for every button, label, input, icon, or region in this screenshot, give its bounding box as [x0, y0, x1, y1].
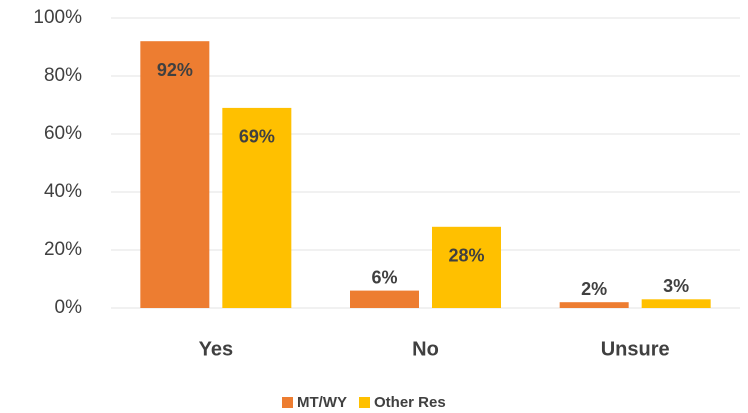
y-tick-label: 60%	[44, 123, 82, 144]
value-label: 28%	[448, 246, 484, 266]
bar	[222, 107, 292, 309]
bar	[432, 226, 501, 308]
y-tick-label: 100%	[33, 7, 82, 28]
bar	[140, 41, 210, 308]
bar	[559, 302, 629, 308]
x-tick-label: No	[412, 338, 439, 360]
value-label: 3%	[663, 276, 689, 296]
y-tick-label: 80%	[44, 65, 82, 86]
bar	[641, 299, 711, 308]
y-tick-label: 40%	[44, 181, 82, 202]
value-label: 6%	[371, 267, 397, 287]
value-label: 2%	[581, 279, 607, 299]
legend-swatch	[359, 397, 370, 408]
value-label: 69%	[239, 127, 275, 147]
bar	[350, 290, 419, 308]
value-label: 92%	[157, 60, 193, 80]
y-tick-label: 0%	[55, 297, 83, 318]
legend-swatch	[282, 397, 293, 408]
y-tick-label: 20%	[44, 239, 82, 260]
x-tick-label: Yes	[199, 338, 233, 360]
legend-label: MT/WY	[297, 394, 347, 411]
legend-label: Other Res	[374, 394, 446, 411]
x-tick-label: Unsure	[601, 338, 670, 360]
